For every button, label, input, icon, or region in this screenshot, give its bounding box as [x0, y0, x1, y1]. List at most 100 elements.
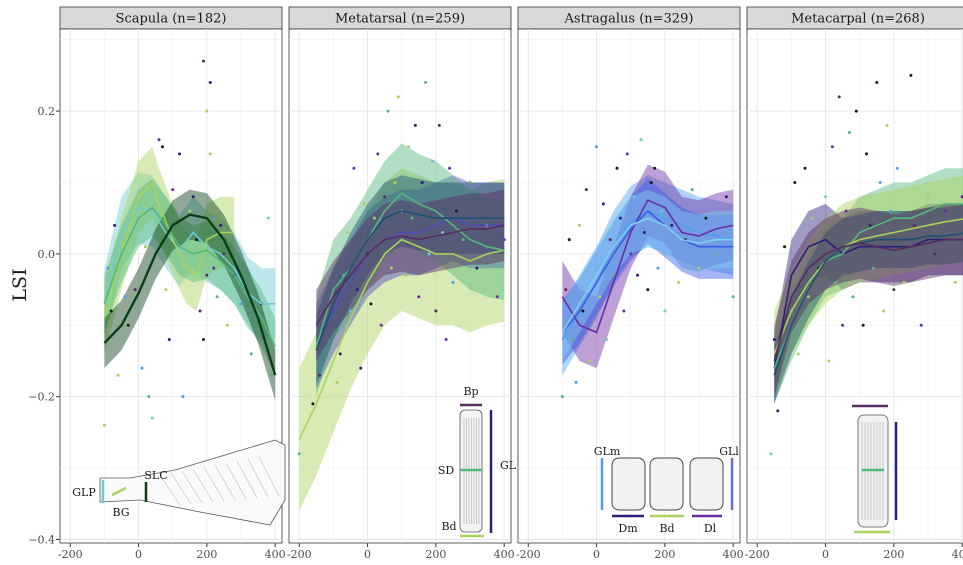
x-tick-label: 200 [425, 548, 446, 561]
x-tick-label: 200 [883, 548, 904, 561]
x-tick-label: 400 [723, 548, 744, 561]
x-tick-label: 400 [952, 548, 963, 561]
data-point [584, 188, 588, 192]
data-point [143, 245, 147, 249]
panel: Metacarpal (n=268) -200 0 200 400 [745, 6, 963, 561]
scapula-hatching [181, 470, 203, 504]
data-point [827, 359, 831, 363]
data-point [123, 295, 127, 299]
data-point [663, 309, 667, 313]
data-point [222, 252, 226, 256]
data-point [195, 238, 199, 242]
panel-area [746, 28, 963, 544]
scapula-hatching [159, 474, 181, 506]
data-point [769, 452, 773, 456]
data-point [424, 81, 428, 85]
data-point [212, 216, 216, 220]
data-point [178, 152, 182, 156]
data-point [212, 266, 216, 270]
data-point [266, 216, 270, 220]
x-tick-label: -200 [58, 548, 83, 561]
data-point [434, 309, 438, 313]
data-point [837, 95, 841, 99]
data-point [417, 295, 421, 299]
x-tick-label: 0 [593, 548, 600, 561]
data-point [219, 223, 223, 227]
measurement-arrow [111, 486, 127, 497]
data-point [191, 195, 195, 199]
panels: Scapula (n=182) -200 0 200 400 GLP BG SLC Metata… [58, 6, 963, 561]
measurement-label: GL [500, 459, 517, 472]
data-point [851, 295, 855, 299]
x-tick-label: 0 [822, 548, 829, 561]
data-point [389, 266, 393, 270]
data-point [502, 238, 506, 242]
data-point [201, 338, 205, 342]
data-point [407, 145, 411, 149]
data-point [369, 302, 373, 306]
data-point [714, 252, 718, 256]
data-point [581, 309, 585, 313]
data-point [403, 273, 407, 277]
measurement-label: GLP [72, 486, 96, 499]
data-point [427, 252, 431, 256]
data-point [618, 216, 622, 220]
data-point [444, 338, 448, 342]
data-point [796, 352, 800, 356]
data-point [335, 380, 339, 384]
data-point [642, 230, 646, 234]
data-point [636, 273, 640, 277]
data-point [776, 409, 780, 413]
data-point [847, 131, 851, 135]
data-point [430, 159, 434, 163]
data-point [933, 252, 937, 256]
data-point [854, 109, 858, 113]
data-point [649, 180, 653, 184]
data-point [912, 223, 916, 227]
plot-content [297, 81, 506, 511]
confidence-band [104, 178, 276, 376]
data-point [362, 202, 366, 206]
data-point [171, 188, 175, 192]
data-point [885, 123, 889, 127]
data-point [208, 152, 212, 156]
data-point [451, 280, 455, 284]
bone-diagram [852, 404, 898, 534]
bone-diagram: Bp SD GL Bd [438, 385, 517, 538]
measurement-label: Dm [618, 522, 638, 535]
astragalus-illustration [689, 457, 724, 511]
confidence-band [104, 189, 276, 401]
data-point [598, 295, 602, 299]
data-point [601, 202, 605, 206]
data-point [882, 309, 886, 313]
data-point [147, 395, 151, 399]
y-tick-label: 0.0 [38, 248, 56, 261]
measurement-label: GLl [719, 445, 739, 458]
data-point [372, 216, 376, 220]
data-point [352, 166, 356, 170]
data-point [198, 309, 202, 313]
confidence-band [104, 171, 276, 340]
data-point [355, 288, 359, 292]
data-point [871, 266, 875, 270]
data-point [359, 366, 363, 370]
data-point [653, 166, 657, 170]
measurement-label: SLC [144, 469, 167, 482]
data-point [612, 273, 616, 277]
grid [518, 29, 740, 543]
data-point [167, 338, 171, 342]
data-point [475, 266, 479, 270]
smooth-line [561, 217, 734, 333]
scapula-hatching [258, 456, 280, 497]
data-point [345, 230, 349, 234]
data-point [567, 238, 571, 242]
confidence-band [774, 203, 963, 404]
data-point [126, 323, 130, 327]
data-point [605, 338, 609, 342]
confidence-band [562, 175, 734, 376]
data-point [116, 373, 120, 377]
data-point [656, 266, 660, 270]
x-tick-label: 0 [135, 548, 142, 561]
